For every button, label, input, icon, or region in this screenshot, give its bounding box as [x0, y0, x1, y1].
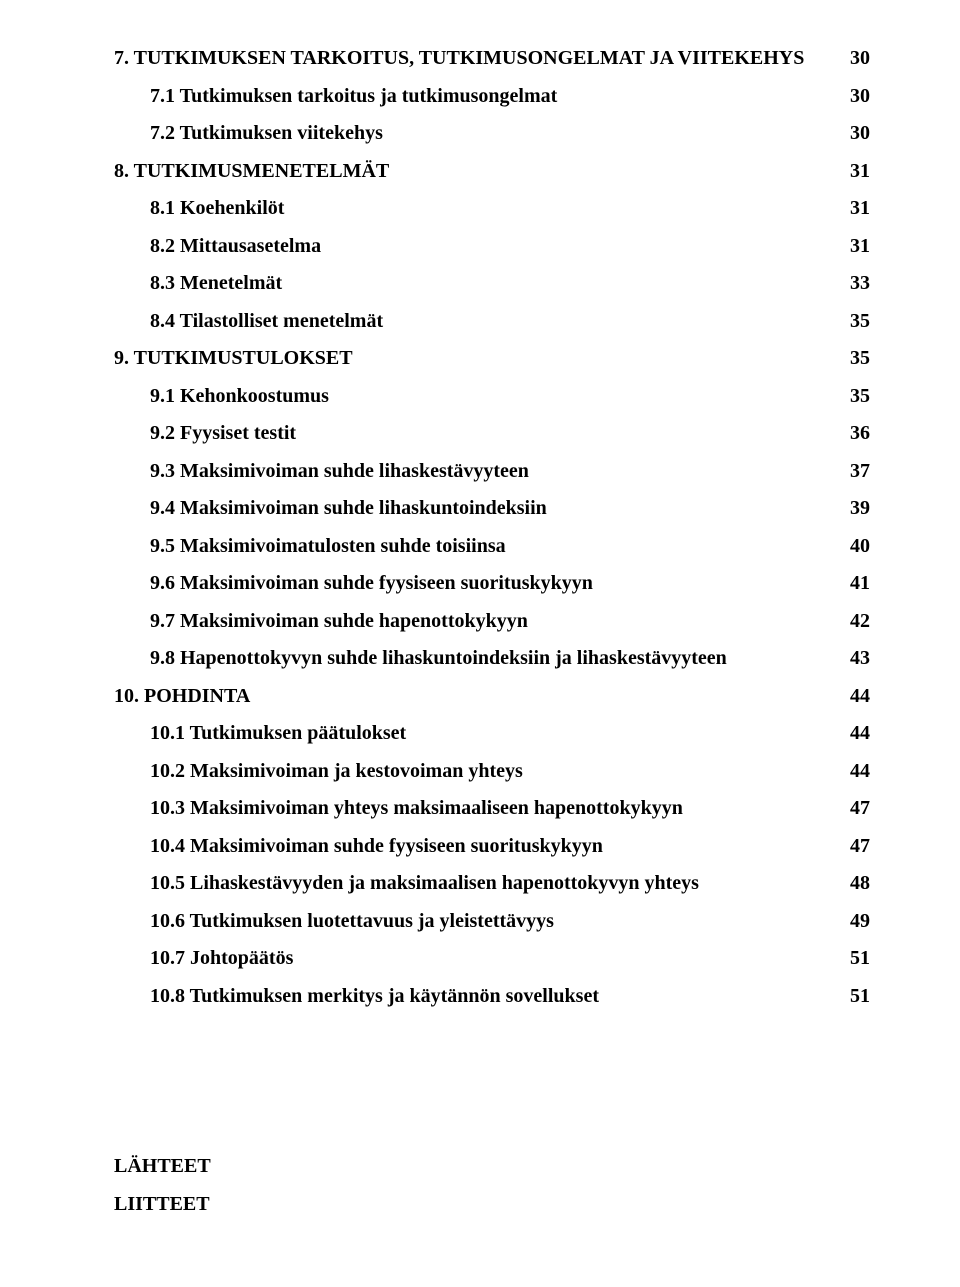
toc-pagenum: 35: [842, 348, 870, 368]
toc-row: 10. POHDINTA44: [114, 686, 870, 706]
toc-label: 9.4 Maksimivoiman suhde lihaskuntoindeks…: [150, 498, 842, 518]
toc-row: 9. TUTKIMUSTULOKSET35: [114, 348, 870, 368]
toc-row: 7. TUTKIMUKSEN TARKOITUS, TUTKIMUSONGELM…: [114, 48, 870, 68]
toc-row: 10.6 Tutkimuksen luotettavuus ja yleiste…: [114, 911, 870, 931]
toc-label: 9.1 Kehonkoostumus: [150, 386, 842, 406]
toc-label: 8.2 Mittausasetelma: [150, 236, 842, 256]
toc-row: 10.4 Maksimivoiman suhde fyysiseen suori…: [114, 836, 870, 856]
toc-pagenum: 51: [842, 986, 870, 1006]
table-of-contents: 7. TUTKIMUKSEN TARKOITUS, TUTKIMUSONGELM…: [114, 48, 870, 1006]
toc-label: 10.7 Johtopäätös: [150, 948, 842, 968]
toc-pagenum: 33: [842, 273, 870, 293]
toc-pagenum: 48: [842, 873, 870, 893]
toc-row: 9.7 Maksimivoiman suhde hapenottokykyyn4…: [114, 611, 870, 631]
toc-pagenum: 40: [842, 536, 870, 556]
toc-label: 10.5 Lihaskestävyyden ja maksimaalisen h…: [150, 873, 842, 893]
toc-row: 10.7 Johtopäätös51: [114, 948, 870, 968]
toc-label: 10. POHDINTA: [114, 686, 842, 706]
toc-label: 7.2 Tutkimuksen viitekehys: [150, 123, 842, 143]
toc-row: 9.3 Maksimivoiman suhde lihaskestävyytee…: [114, 461, 870, 481]
toc-pagenum: 30: [842, 123, 870, 143]
toc-pagenum: 42: [842, 611, 870, 631]
toc-pagenum: 31: [842, 198, 870, 218]
toc-row: 9.4 Maksimivoiman suhde lihaskuntoindeks…: [114, 498, 870, 518]
toc-label: 9.8 Hapenottokyvyn suhde lihaskuntoindek…: [150, 648, 842, 668]
toc-pagenum: 37: [842, 461, 870, 481]
toc-pagenum: 35: [842, 311, 870, 331]
toc-label: 9.6 Maksimivoiman suhde fyysiseen suorit…: [150, 573, 842, 593]
toc-row: 7.1 Tutkimuksen tarkoitus ja tutkimusong…: [114, 86, 870, 106]
toc-label: 10.4 Maksimivoiman suhde fyysiseen suori…: [150, 836, 842, 856]
toc-pagenum: 36: [842, 423, 870, 443]
toc-row: 8.2 Mittausasetelma31: [114, 236, 870, 256]
toc-row: 8.4 Tilastolliset menetelmät35: [114, 311, 870, 331]
toc-label: 10.3 Maksimivoiman yhteys maksimaaliseen…: [150, 798, 842, 818]
toc-pagenum: 47: [842, 798, 870, 818]
toc-row: 10.8 Tutkimuksen merkitys ja käytännön s…: [114, 986, 870, 1006]
toc-pagenum: 44: [842, 761, 870, 781]
toc-row: 8.3 Menetelmät33: [114, 273, 870, 293]
toc-pagenum: 47: [842, 836, 870, 856]
toc-label: 7. TUTKIMUKSEN TARKOITUS, TUTKIMUSONGELM…: [114, 48, 842, 68]
toc-row: 9.5 Maksimivoimatulosten suhde toisiinsa…: [114, 536, 870, 556]
toc-label: 10.2 Maksimivoiman ja kestovoiman yhteys: [150, 761, 842, 781]
toc-label: 8.1 Koehenkilöt: [150, 198, 842, 218]
toc-pagenum: 43: [842, 648, 870, 668]
footer-line-lahteet: LÄHTEET: [114, 1147, 211, 1185]
toc-row: 10.3 Maksimivoiman yhteys maksimaaliseen…: [114, 798, 870, 818]
toc-label: 9.5 Maksimivoimatulosten suhde toisiinsa: [150, 536, 842, 556]
toc-label: 9.3 Maksimivoiman suhde lihaskestävyytee…: [150, 461, 842, 481]
toc-label: 10.6 Tutkimuksen luotettavuus ja yleiste…: [150, 911, 842, 931]
toc-label: 8. TUTKIMUSMENETELMÄT: [114, 161, 842, 181]
toc-pagenum: 31: [842, 236, 870, 256]
toc-row: 10.1 Tutkimuksen päätulokset44: [114, 723, 870, 743]
toc-pagenum: 35: [842, 386, 870, 406]
page-container: 7. TUTKIMUKSEN TARKOITUS, TUTKIMUSONGELM…: [0, 0, 960, 1287]
toc-label: 9.2 Fyysiset testit: [150, 423, 842, 443]
toc-row: 10.5 Lihaskestävyyden ja maksimaalisen h…: [114, 873, 870, 893]
toc-pagenum: 41: [842, 573, 870, 593]
toc-label: 10.8 Tutkimuksen merkitys ja käytännön s…: [150, 986, 842, 1006]
toc-label: 9. TUTKIMUSTULOKSET: [114, 348, 842, 368]
toc-row: 9.6 Maksimivoiman suhde fyysiseen suorit…: [114, 573, 870, 593]
toc-pagenum: 49: [842, 911, 870, 931]
footer-block: LÄHTEET LIITTEET: [114, 1147, 211, 1223]
toc-label: 9.7 Maksimivoiman suhde hapenottokykyyn: [150, 611, 842, 631]
toc-pagenum: 44: [842, 723, 870, 743]
toc-pagenum: 30: [842, 86, 870, 106]
toc-row: 9.1 Kehonkoostumus35: [114, 386, 870, 406]
toc-row: 8.1 Koehenkilöt31: [114, 198, 870, 218]
toc-row: 10.2 Maksimivoiman ja kestovoiman yhteys…: [114, 761, 870, 781]
toc-label: 8.4 Tilastolliset menetelmät: [150, 311, 842, 331]
toc-row: 9.8 Hapenottokyvyn suhde lihaskuntoindek…: [114, 648, 870, 668]
toc-pagenum: 44: [842, 686, 870, 706]
toc-label: 8.3 Menetelmät: [150, 273, 842, 293]
toc-pagenum: 51: [842, 948, 870, 968]
toc-row: 9.2 Fyysiset testit36: [114, 423, 870, 443]
toc-pagenum: 31: [842, 161, 870, 181]
toc-label: 10.1 Tutkimuksen päätulokset: [150, 723, 842, 743]
toc-pagenum: 30: [842, 48, 870, 68]
toc-row: 8. TUTKIMUSMENETELMÄT31: [114, 161, 870, 181]
toc-pagenum: 39: [842, 498, 870, 518]
footer-line-liitteet: LIITTEET: [114, 1185, 211, 1223]
toc-label: 7.1 Tutkimuksen tarkoitus ja tutkimusong…: [150, 86, 842, 106]
toc-row: 7.2 Tutkimuksen viitekehys30: [114, 123, 870, 143]
